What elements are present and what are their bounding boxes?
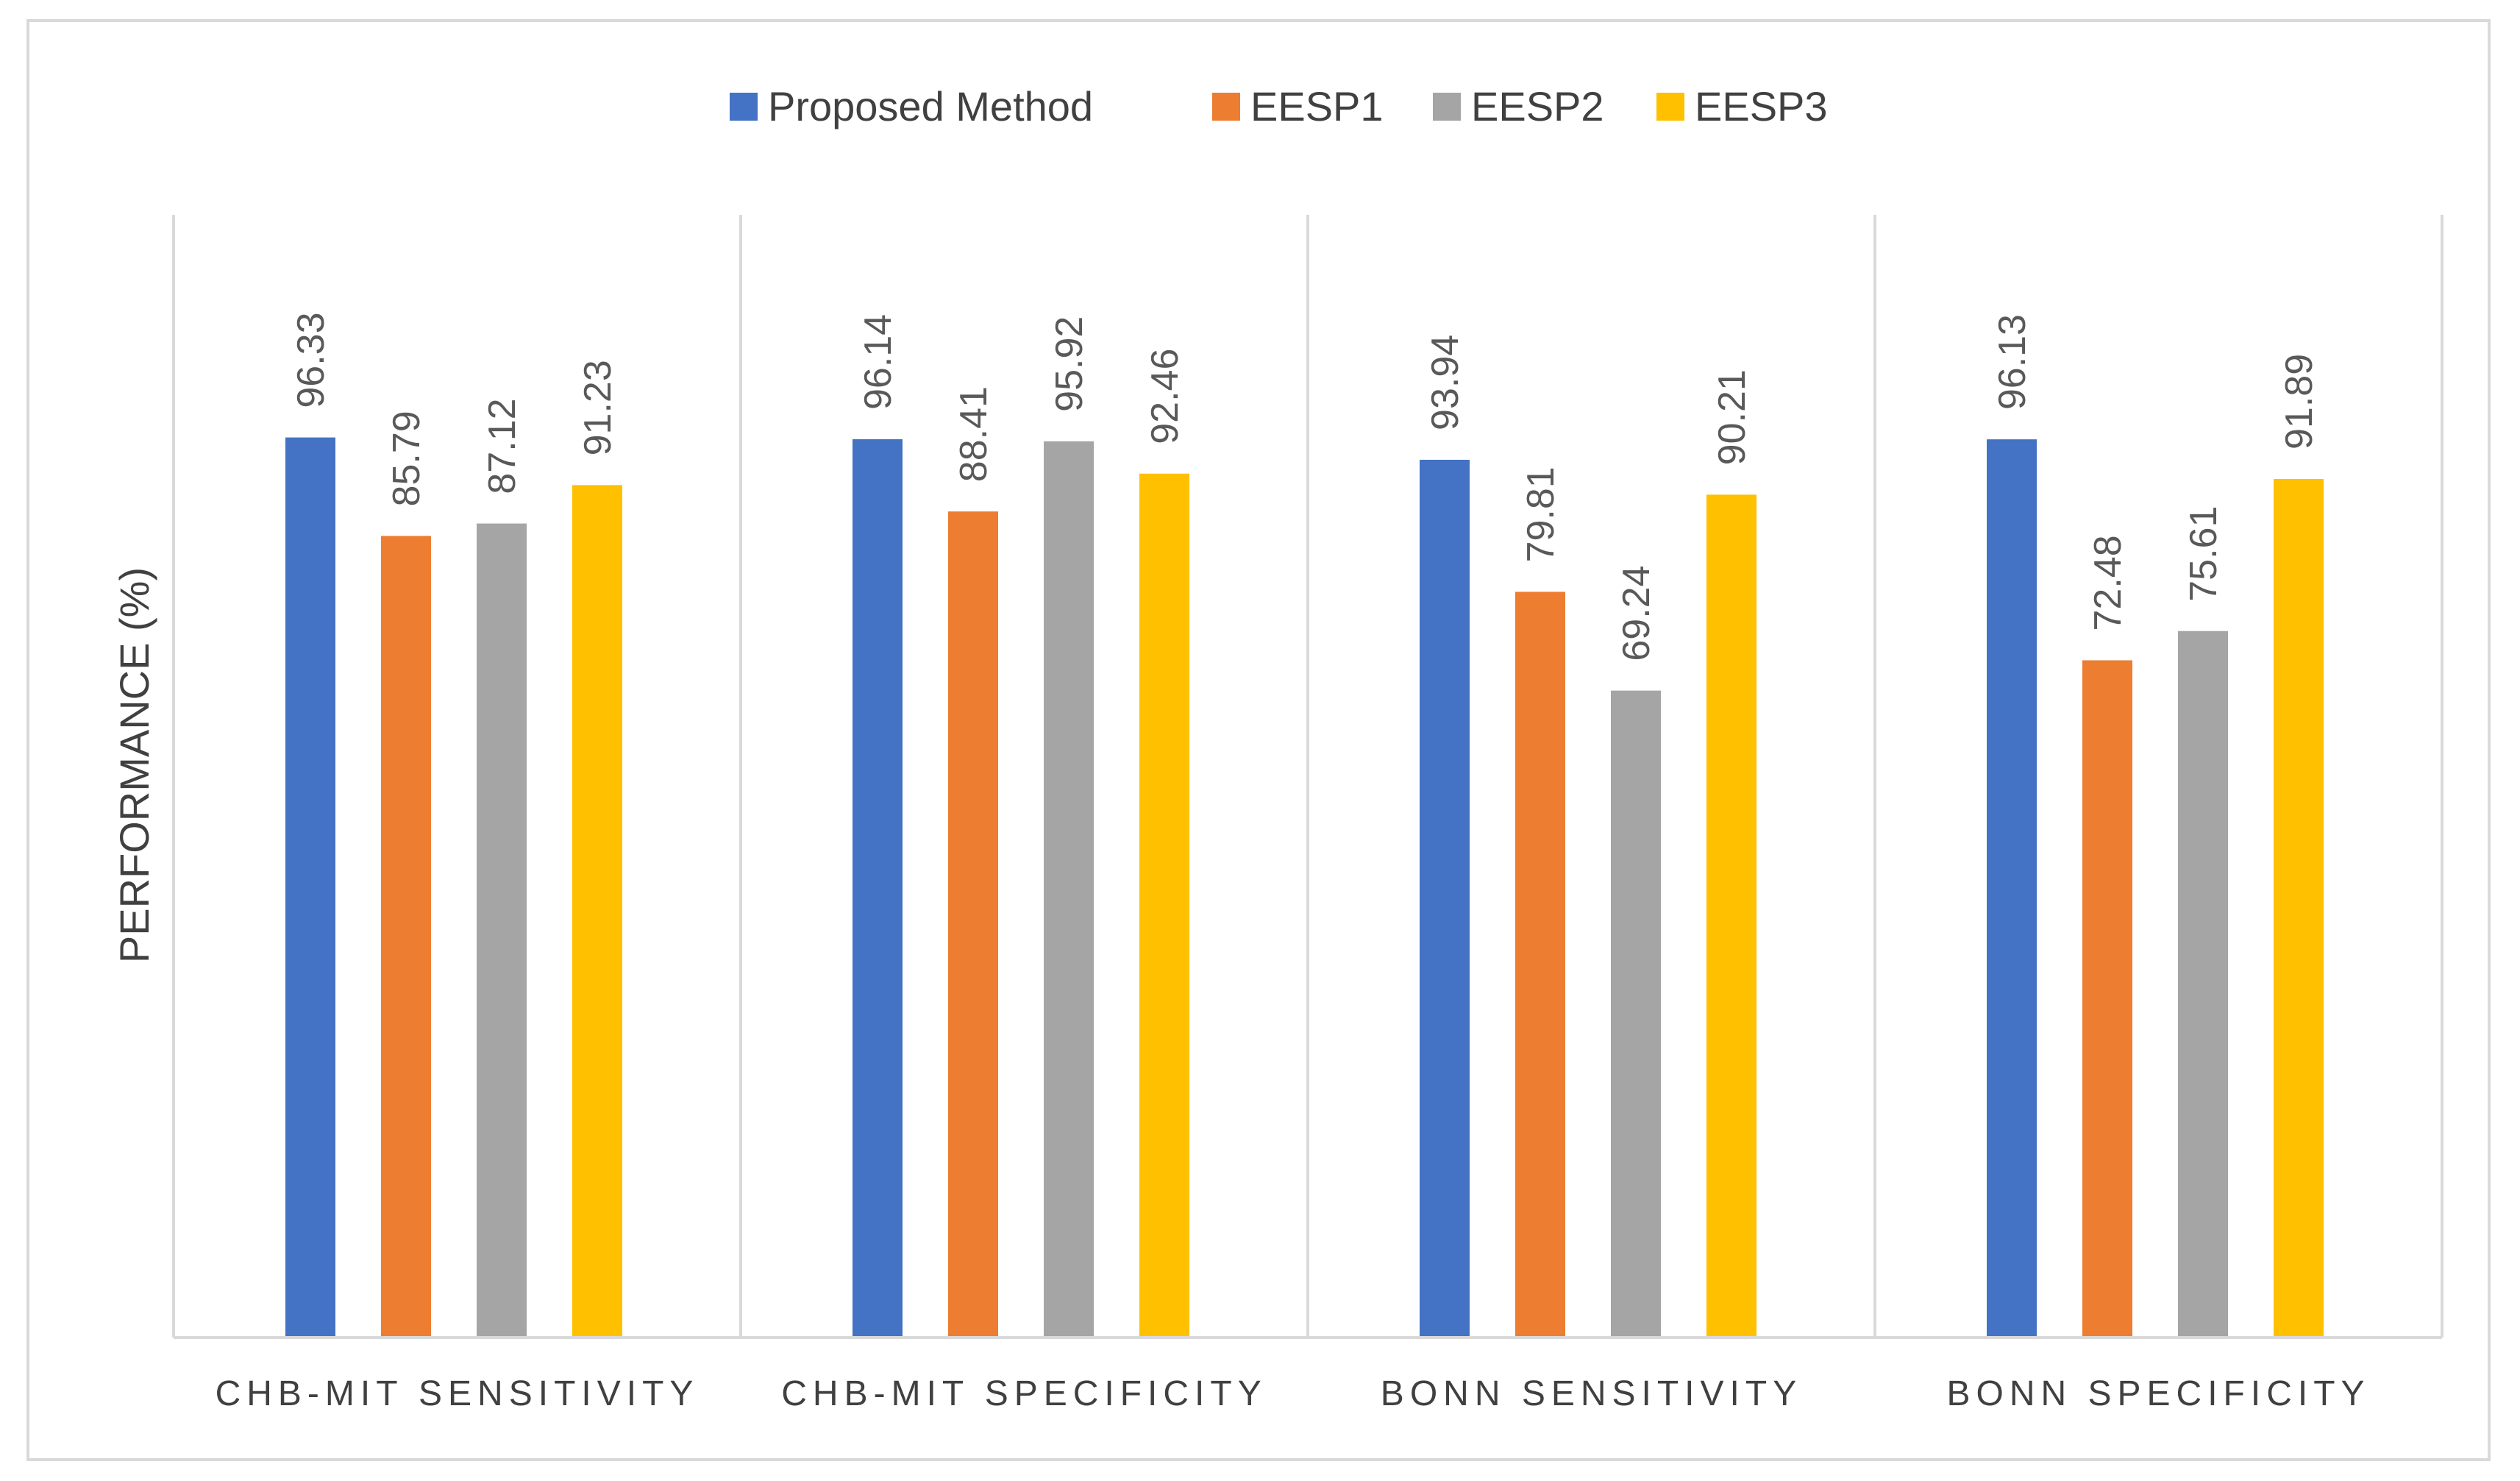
data-label: 88.41 bbox=[953, 386, 995, 482]
data-label: 93.94 bbox=[1424, 335, 1467, 430]
bar-eesp3-4 bbox=[2274, 478, 2324, 1338]
bar-eesp2-2 bbox=[1044, 441, 1094, 1338]
bar-eesp1-1 bbox=[381, 536, 431, 1338]
bar-chart: Proposed Method EESP1 EESP2 EESP3 96.33 85.7… bbox=[111, 83, 2444, 1413]
category-label: CHB-MIT SPECIFICITY bbox=[781, 1374, 1267, 1413]
data-label: 75.61 bbox=[2182, 506, 2225, 602]
bar-eesp2-4 bbox=[2178, 631, 2228, 1338]
bar-proposed-method-2 bbox=[853, 439, 903, 1338]
data-label: 69.24 bbox=[1615, 566, 1658, 661]
bars bbox=[285, 437, 2324, 1338]
legend-label: EESP1 bbox=[1250, 83, 1384, 129]
bar-eesp1-2 bbox=[948, 511, 998, 1338]
data-label: 85.79 bbox=[385, 411, 428, 506]
data-label: 96.33 bbox=[290, 312, 332, 408]
bar-eesp2-3 bbox=[1611, 690, 1661, 1338]
category-label: BONN SPECIFICITY bbox=[1946, 1374, 2370, 1413]
data-label: 96.14 bbox=[857, 314, 900, 410]
data-label: 91.23 bbox=[577, 360, 619, 455]
legend-swatch bbox=[1433, 93, 1461, 121]
legend-swatch bbox=[1656, 93, 1684, 121]
data-labels: 96.33 85.79 87.12 91.23 96.14 88.41 95.92 92.46… bbox=[290, 312, 2321, 661]
bar-proposed-method-4 bbox=[1987, 439, 2037, 1338]
bar-eesp3-1 bbox=[572, 485, 622, 1338]
data-label: 79.81 bbox=[1520, 466, 1562, 562]
bar-eesp1-3 bbox=[1515, 592, 1565, 1338]
y-axis-title: PERFORMANCE (%) bbox=[111, 567, 157, 963]
chart-frame: Proposed Method EESP1 EESP2 EESP3 96.33 85.7… bbox=[26, 19, 2491, 1461]
bar-eesp2-1 bbox=[477, 523, 527, 1338]
bar-proposed-method-1 bbox=[285, 437, 335, 1338]
bar-eesp3-3 bbox=[1706, 494, 1756, 1338]
category-label: BONN SENSITIVITY bbox=[1381, 1374, 1802, 1413]
legend-swatch bbox=[1212, 93, 1240, 121]
data-label: 90.21 bbox=[1711, 369, 1754, 465]
category-label: CHB-MIT SENSITIVITY bbox=[216, 1374, 700, 1413]
legend: Proposed Method EESP1 EESP2 EESP3 bbox=[730, 83, 1828, 129]
legend-label: Proposed Method bbox=[768, 83, 1093, 129]
legend-swatch bbox=[730, 93, 758, 121]
bar-eesp3-2 bbox=[1139, 473, 1189, 1338]
data-label: 92.46 bbox=[1144, 349, 1186, 444]
category-separators bbox=[172, 215, 2444, 1338]
legend-label: EESP3 bbox=[1695, 83, 1828, 129]
data-label: 95.92 bbox=[1048, 316, 1091, 412]
bar-eesp1-4 bbox=[2082, 660, 2132, 1338]
data-label: 96.13 bbox=[1991, 314, 2034, 410]
data-label: 91.89 bbox=[2278, 354, 2321, 450]
data-label: 87.12 bbox=[481, 398, 524, 494]
data-label: 72.48 bbox=[2087, 535, 2129, 631]
bar-proposed-method-3 bbox=[1420, 459, 1470, 1338]
category-labels: CHB-MIT SENSITIVITY CHB-MIT SPECIFICITY BO… bbox=[216, 1374, 2370, 1413]
legend-label: EESP2 bbox=[1471, 83, 1604, 129]
